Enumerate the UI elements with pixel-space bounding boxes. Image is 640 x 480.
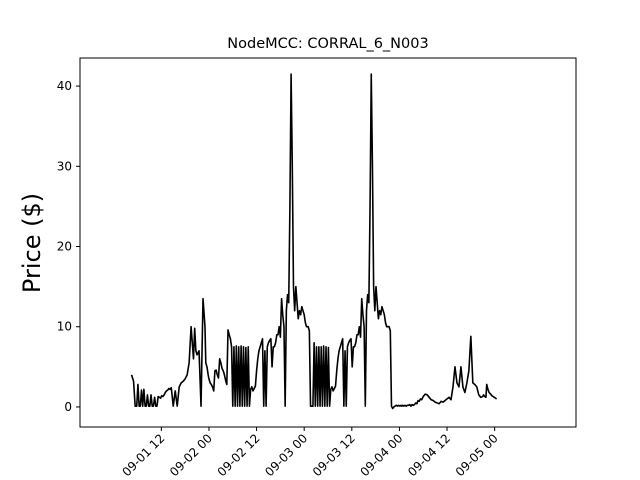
y-tick-label: 20 — [57, 240, 72, 254]
price-series-line — [130, 73, 498, 410]
y-axis: 0 10 20 30 40 — [57, 79, 80, 414]
plot-frame — [79, 57, 577, 428]
y-tick-label: 40 — [57, 79, 72, 93]
chart-title: NodeMCC: CORRAL_6_N003 — [227, 36, 428, 52]
y-tick-label: 10 — [57, 320, 72, 334]
y-tick-label: 0 — [64, 400, 72, 414]
y-axis-label: Price ($) — [18, 193, 46, 293]
y-tick-label: 30 — [57, 159, 72, 173]
